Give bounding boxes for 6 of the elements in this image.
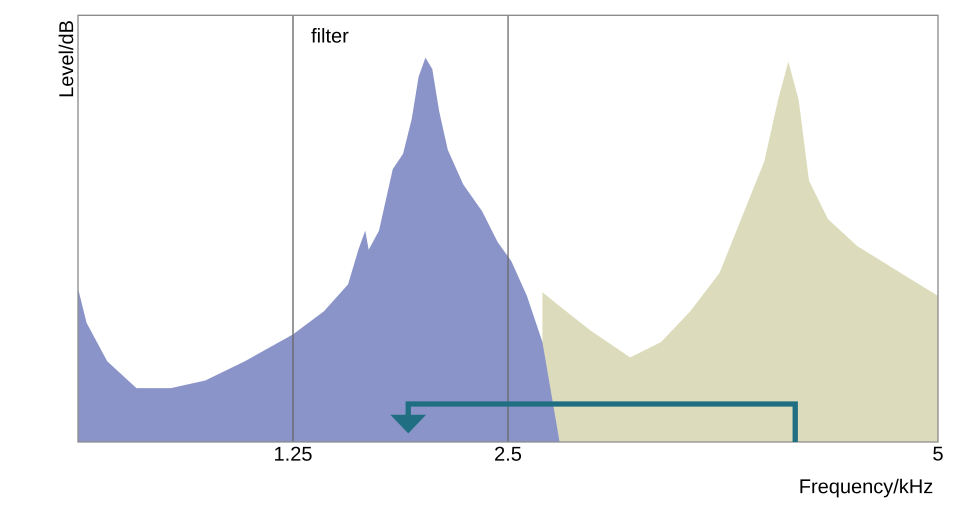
x-tick-label: 5	[933, 446, 943, 461]
y-axis-title: Level/dB	[58, 21, 74, 96]
x-tick-label: 2.5	[495, 446, 522, 461]
ref-line-label: filter	[311, 28, 348, 43]
x-axis-title: Frequency/kHz	[800, 478, 932, 498]
x-tick-label: 1.25	[275, 446, 312, 461]
